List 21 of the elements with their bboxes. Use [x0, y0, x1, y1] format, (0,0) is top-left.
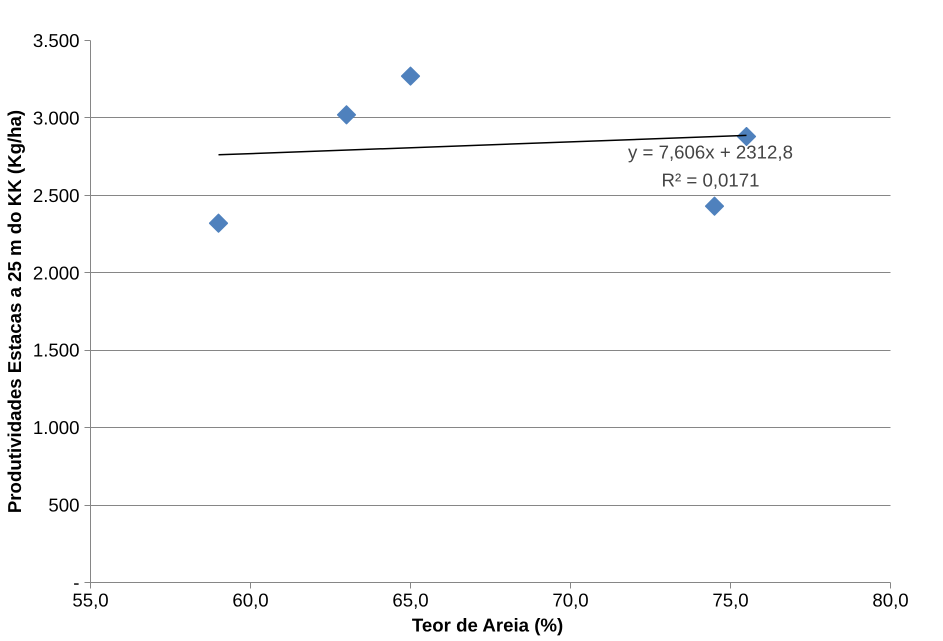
x-tick-label: 70,0 — [552, 590, 589, 610]
y-tick-label: 2.000 — [32, 262, 80, 284]
y-axis-title: Produtividades Estacas a 25 m do KK (Kg/ha) — [4, 110, 25, 514]
y-tick-label: 3.500 — [32, 30, 80, 51]
x-tick-label: 60,0 — [232, 590, 269, 610]
annotation: R² = 0,0171 — [661, 170, 760, 190]
point — [736, 126, 756, 146]
y-tick-label: 500 — [48, 494, 80, 516]
y-tick-label: 2.500 — [32, 184, 80, 206]
x-tick-label: 80,0 — [872, 590, 909, 610]
x-axis-title: Teor de Areia (%) — [412, 614, 564, 636]
y-tick-label: 1.000 — [32, 417, 80, 438]
y-tick-label: 3.000 — [32, 107, 80, 128]
point — [704, 196, 724, 216]
point — [336, 105, 356, 125]
point — [208, 214, 228, 233]
y-tick-label: 1.500 — [32, 340, 80, 361]
point — [400, 66, 420, 86]
x-tick-label: 75,0 — [712, 590, 749, 610]
annotation: y = 7,606x + 2312,8 — [628, 142, 793, 162]
x-tick-label: 65,0 — [392, 590, 429, 610]
